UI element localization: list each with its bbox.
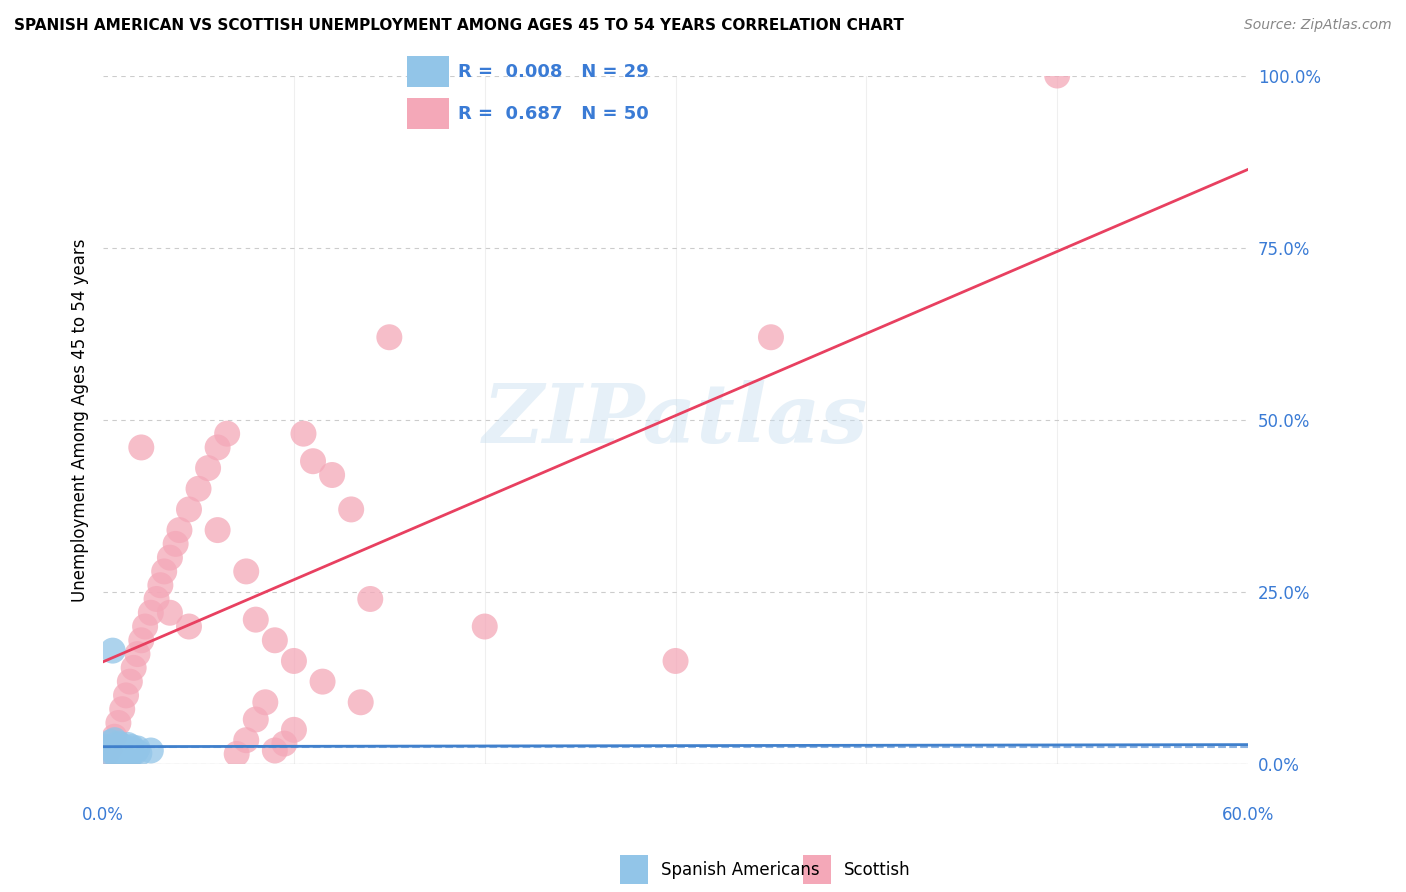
- Point: [118, 674, 141, 689]
- Point: [177, 502, 200, 516]
- Point: [149, 578, 172, 592]
- Point: [129, 633, 152, 648]
- Point: [107, 715, 129, 730]
- Point: [169, 523, 191, 537]
- Point: [118, 745, 141, 759]
- Point: [117, 749, 139, 764]
- Point: [124, 745, 146, 759]
- Point: [139, 606, 162, 620]
- Point: [134, 619, 156, 633]
- Text: R =  0.687   N = 50: R = 0.687 N = 50: [458, 105, 650, 123]
- FancyBboxPatch shape: [620, 855, 648, 884]
- Point: [105, 742, 128, 756]
- Point: [165, 537, 187, 551]
- Point: [96, 740, 118, 755]
- Point: [177, 619, 200, 633]
- Text: 60.0%: 60.0%: [1222, 805, 1274, 823]
- Point: [235, 733, 257, 747]
- Point: [225, 747, 247, 761]
- Point: [283, 654, 305, 668]
- Point: [112, 740, 135, 755]
- Point: [122, 743, 145, 757]
- Point: [103, 733, 125, 747]
- Point: [117, 738, 139, 752]
- Point: [350, 695, 373, 709]
- Point: [115, 742, 138, 756]
- Point: [129, 441, 152, 455]
- Point: [207, 441, 229, 455]
- Point: [100, 740, 122, 755]
- Point: [159, 550, 181, 565]
- Point: [111, 745, 134, 759]
- Point: [97, 745, 120, 759]
- Point: [263, 633, 285, 648]
- Point: [321, 468, 343, 483]
- Point: [101, 643, 124, 657]
- Y-axis label: Unemployment Among Ages 45 to 54 years: Unemployment Among Ages 45 to 54 years: [72, 238, 89, 601]
- Point: [217, 426, 239, 441]
- Point: [664, 654, 686, 668]
- Text: R =  0.008   N = 29: R = 0.008 N = 29: [458, 63, 650, 81]
- Point: [110, 747, 132, 761]
- Point: [197, 461, 219, 475]
- FancyBboxPatch shape: [406, 98, 449, 129]
- Point: [292, 426, 315, 441]
- Point: [302, 454, 325, 468]
- Point: [103, 747, 125, 761]
- Point: [273, 737, 295, 751]
- Point: [110, 738, 132, 752]
- Point: [96, 747, 118, 761]
- Point: [153, 565, 176, 579]
- Point: [127, 741, 149, 756]
- Point: [263, 743, 285, 757]
- Point: [115, 689, 138, 703]
- Point: [100, 735, 122, 749]
- FancyBboxPatch shape: [803, 855, 831, 884]
- Point: [105, 749, 128, 764]
- Point: [139, 743, 162, 757]
- Point: [112, 750, 135, 764]
- Point: [111, 743, 134, 757]
- Point: [145, 591, 167, 606]
- Point: [107, 737, 129, 751]
- Point: [283, 723, 305, 737]
- Point: [121, 740, 143, 755]
- FancyBboxPatch shape: [406, 56, 449, 87]
- Point: [207, 523, 229, 537]
- Point: [245, 713, 267, 727]
- Text: 0.0%: 0.0%: [82, 805, 124, 823]
- Text: Spanish Americans: Spanish Americans: [661, 861, 820, 879]
- Text: ZIPatlas: ZIPatlas: [482, 380, 869, 460]
- Point: [235, 565, 257, 579]
- Text: SPANISH AMERICAN VS SCOTTISH UNEMPLOYMENT AMONG AGES 45 TO 54 YEARS CORRELATION : SPANISH AMERICAN VS SCOTTISH UNEMPLOYMEN…: [14, 18, 904, 33]
- Point: [111, 702, 134, 716]
- Point: [122, 661, 145, 675]
- Text: Source: ZipAtlas.com: Source: ZipAtlas.com: [1244, 18, 1392, 32]
- Point: [159, 606, 181, 620]
- Point: [340, 502, 363, 516]
- Point: [128, 746, 150, 760]
- Point: [127, 647, 149, 661]
- Point: [115, 746, 138, 760]
- Point: [474, 619, 496, 633]
- Point: [254, 695, 277, 709]
- Point: [378, 330, 401, 344]
- Point: [103, 730, 125, 744]
- Point: [101, 743, 124, 757]
- Text: Scottish: Scottish: [844, 861, 910, 879]
- Point: [1046, 69, 1069, 83]
- Point: [121, 747, 143, 761]
- Point: [759, 330, 782, 344]
- Point: [311, 674, 333, 689]
- Point: [107, 745, 129, 759]
- Point: [245, 613, 267, 627]
- Point: [359, 591, 381, 606]
- Point: [187, 482, 209, 496]
